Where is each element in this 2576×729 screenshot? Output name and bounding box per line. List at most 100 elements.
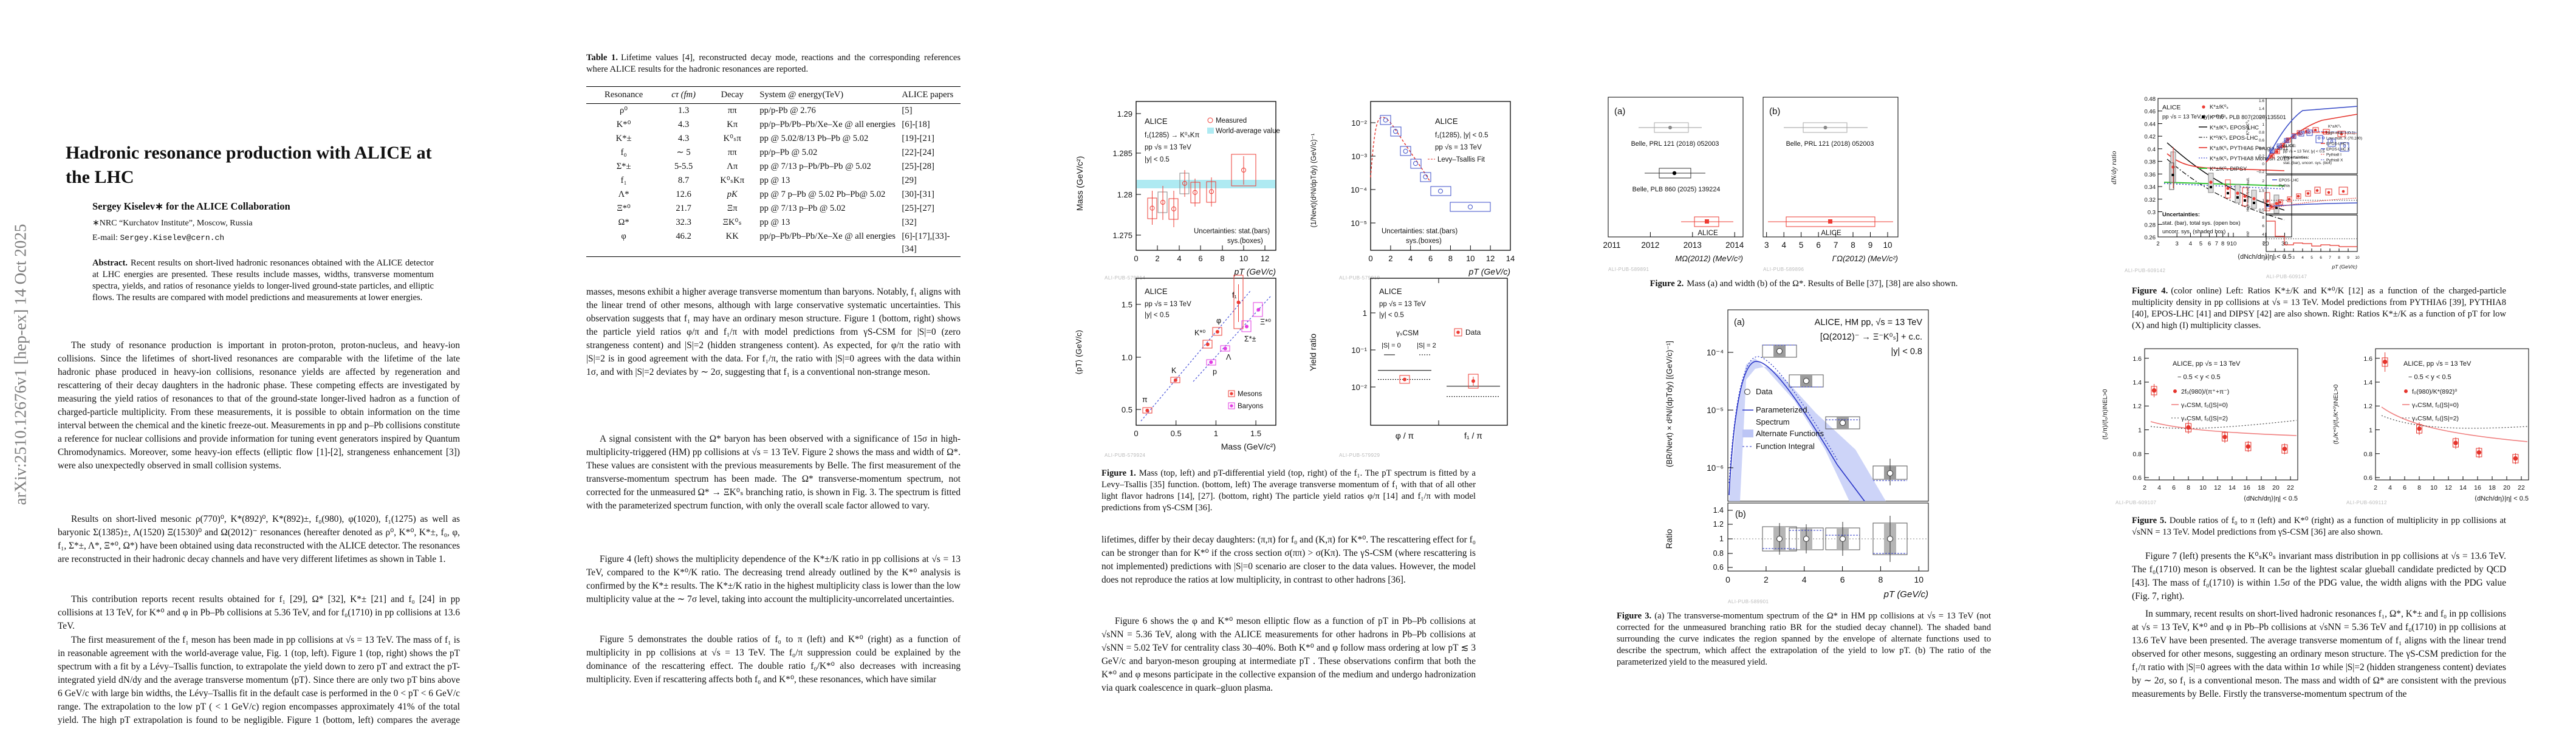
data-points-measured xyxy=(1147,154,1256,227)
affiliation-line: ∗NRC “Kurchatov Institute”, Moscow, Russ… xyxy=(92,219,253,228)
x-tick-label: 16 xyxy=(2243,484,2250,491)
col-header-ctau: cτ (fm) xyxy=(661,86,707,104)
panel-header: ALICE pp √s = 13 TeV, |y| < 0.5 xyxy=(2162,104,2224,120)
figure-3-caption-text: (a) The transverse-momentum spectrum of … xyxy=(1617,611,1991,667)
cell: Kπ xyxy=(727,120,738,129)
x-tick-label: 6 xyxy=(1816,241,1821,250)
y-tick-label: 0.32 xyxy=(2145,197,2156,204)
watermark-label: ALI-PUB-579924 xyxy=(1105,453,1146,458)
y-tick-label: 1 xyxy=(2262,199,2264,203)
watermark-label: ALI-PUB-609142 xyxy=(2125,268,2166,273)
rapidity-label: |y| < 0.5 xyxy=(1145,156,1170,163)
legend: Mesons Baryons xyxy=(1228,390,1263,410)
legend-entry: Data xyxy=(1756,387,1773,396)
watermark-label: ALI-PUB-609147 xyxy=(2266,274,2307,279)
x-tick-label: 1 xyxy=(1214,429,1218,438)
col-header-papers: ALICE papers xyxy=(900,86,961,104)
x-axis-label: pT (GeV/c) xyxy=(1234,267,1276,276)
y-tick-label: 0.3 xyxy=(2148,210,2156,216)
data-marker-sample xyxy=(1744,389,1750,395)
figure-2-caption: Figure 2. Mass (a) and width (b) of the Ω… xyxy=(1617,278,1991,290)
x-axis-label: ⟨dNch/dη⟩|η| < 0.5 xyxy=(2244,495,2298,502)
email-address: Sergey.Kiselev@cern.ch xyxy=(120,233,225,242)
x-axis-label: pT (GeV/c) xyxy=(1468,267,1510,276)
figure-2b-width-panel: (b) Belle, PRL 121 (2018) 052003 ALICE 3… xyxy=(1762,97,1899,272)
y-tick-label: 0.6 xyxy=(2363,474,2372,482)
plot-frame xyxy=(1136,101,1276,251)
legend-entry: Data xyxy=(1465,328,1481,337)
y-tick-label: 1 xyxy=(2262,123,2264,127)
x-tick-labels: 0 2 4 6 8 10 xyxy=(1725,575,1923,584)
experiment-label: ALICE xyxy=(2162,104,2180,111)
y-tick-label: 0.46 xyxy=(2145,109,2156,115)
cell: 5-5.5 xyxy=(674,162,693,171)
x-tick-label: 3 xyxy=(2176,241,2179,247)
y-tick-label: 1.4 xyxy=(1713,506,1724,515)
figure-4-right-panel: K*±/K⁰ₛ High mult. I (0,1) Low mult. X (… xyxy=(2245,98,2362,279)
panel-header: ALICE pp √s = 13 TeV |y| < 0.5 xyxy=(1379,287,1426,319)
cell: 4.3 xyxy=(678,120,690,129)
y-tick-label: 10⁻⁴ xyxy=(1351,185,1367,194)
legend-entry: γₛCSM, f₀(|S|=0) xyxy=(2412,402,2459,409)
table-row: Λ* 12.6 pK pp @ 7 p–Pb @ 5.02 Pb–Pb@ 5.02 [3… xyxy=(586,188,961,202)
x-tick-label: 10 xyxy=(1239,254,1248,263)
watermark-label: ALI-PUB-579914 xyxy=(1105,275,1146,281)
figure-1-yield-ratio-panel: 1 10⁻¹ 10⁻² Yield ratio ALICE pp √s = 13… xyxy=(1308,278,1508,458)
table-1: Resonance cτ (fm) Decay System @ energy(… xyxy=(586,86,961,257)
legend-entry: Mesons xyxy=(1238,391,1262,398)
x-axis-label: pT (GeV/c) xyxy=(1883,589,1928,600)
legend: K*±/K⁰ₛ K*⁰/K⁰ₛ PLB 807(2020)135501 K*±/… xyxy=(2199,104,2289,172)
x-tick-label: 4 xyxy=(2388,484,2392,491)
cell: Σ*± xyxy=(616,162,631,171)
decay-label: [Ω(2012)⁻ → Ξ⁻K⁰ₛ] + c.c. xyxy=(1820,332,1922,342)
table-1-caption-label: Table 1. xyxy=(586,53,618,63)
legend-entry: Levy–Tsallis Fit xyxy=(1437,156,1485,163)
y-tick-label: 0.4 xyxy=(2259,146,2264,151)
y-tick-label: 0.44 xyxy=(2145,122,2156,128)
alice-point xyxy=(1681,216,1733,227)
x-tick-label: 2 xyxy=(2283,256,2286,260)
legend-title: K*±/K⁰ₛ xyxy=(2328,125,2341,129)
legend-top: K*±/K⁰ₛ High mult. I (0,1) Low mult. X (… xyxy=(2321,125,2362,163)
body-paragraph: lifetimes, differ by their decay daughte… xyxy=(1101,535,1476,585)
y-axis-label: (f₀/π)/(f₀/π)INEL>0 xyxy=(2102,389,2109,439)
x-tick-label: 0 xyxy=(1368,254,1372,263)
y-tick-label: 0.38 xyxy=(2145,159,2156,166)
cell: pp/p–Pb @ 5.02 xyxy=(759,148,818,157)
y-tick-label: 0.2 xyxy=(2259,154,2264,159)
axis-ticks xyxy=(2144,358,2291,480)
x-tick-label: 3 xyxy=(2292,256,2295,260)
x-tick-labels: 0 2 4 6 8 10 12 xyxy=(1134,254,1269,263)
figure-4-caption-text: (color online) Left: Ratios K*±/K and K*… xyxy=(2132,286,2506,330)
uncertainty-note: Uncertainties: stat.(bars) xyxy=(1382,228,1458,235)
x-tick-label: 10 xyxy=(1914,575,1924,584)
y-tick-label: 0.28 xyxy=(2145,222,2156,228)
system-label: ALICE, pp √s = 13 TeV xyxy=(2173,360,2241,368)
figure-4-caption: Figure 4. (color online) Left: Ratios K*±… xyxy=(2132,286,2506,332)
table-1-caption: Table 1. Lifetime values [4], reconstruct… xyxy=(586,52,961,75)
cell: pp/p–Pb/Pb–Pb/Xe–Xe @ all energies xyxy=(758,230,901,257)
cell: KK xyxy=(706,230,759,257)
legend-entry: K*±/K⁰ₛ PYTHIA8 Monash 2013 xyxy=(2210,156,2289,162)
body-paragraph: Figure 4 (left) shows the multiplicity d… xyxy=(586,554,961,604)
axis-ticks xyxy=(1371,278,1439,425)
axis-ticks-a xyxy=(1728,352,1733,468)
table-row: Σ*± 5-5.5 Λπ pp @ 7/13 p–Pb/Pb–Pb @ 5.02 [25… xyxy=(586,160,961,174)
data-points xyxy=(1399,374,1479,389)
x-tick-label: 8 xyxy=(1879,575,1883,584)
x-tick-label: 20 xyxy=(2503,484,2510,491)
y-axis-label: Yield ratio xyxy=(1308,334,1318,371)
cell: ∼ 5 xyxy=(676,148,691,157)
y-tick-label: 1 xyxy=(1363,309,1367,318)
y-tick-label: 0.8 xyxy=(2363,451,2372,458)
y-tick-label: 0.34 xyxy=(2145,184,2156,191)
x-tick-label: 0.5 xyxy=(1171,429,1182,438)
plot-frame-mid xyxy=(2266,174,2358,214)
uncertainty-note: sys.(boxes) xyxy=(1406,238,1442,245)
x-tick-labels: 0 1 2 3 4 5 6 7 8 9 10 xyxy=(2265,256,2360,260)
x-tick-label: 0 xyxy=(2265,256,2267,260)
y-tick-label: 1.0 xyxy=(1122,353,1132,362)
x-tick-label: 2 xyxy=(1155,254,1159,263)
y-tick-label: 0.5 xyxy=(2259,208,2264,213)
